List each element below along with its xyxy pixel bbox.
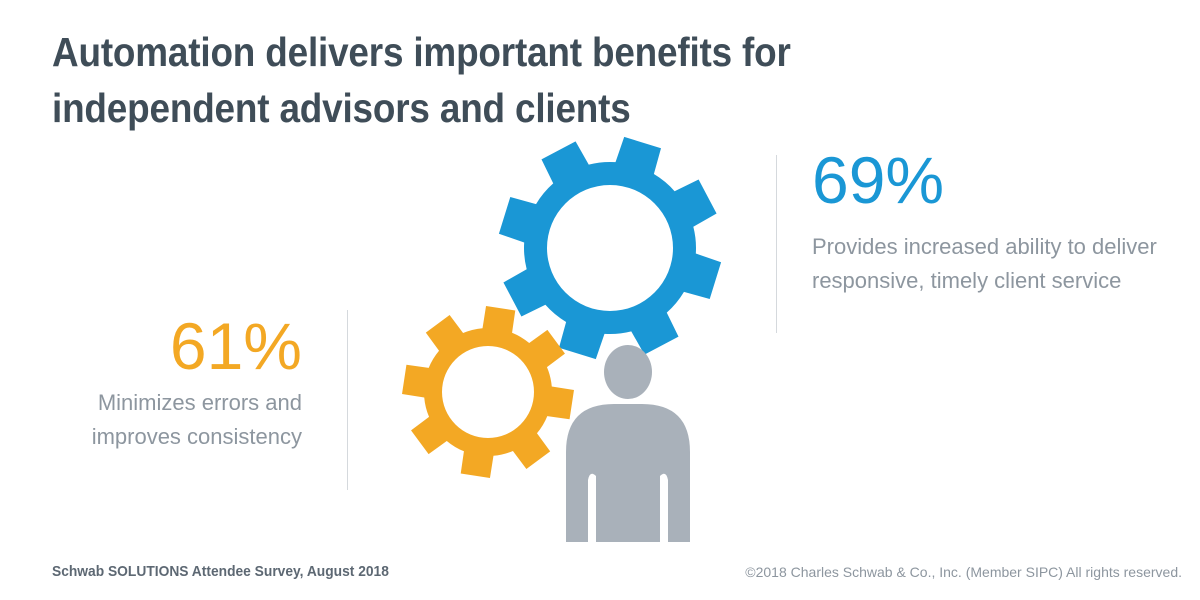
stat-61-description: Minimizes errors and improves consistenc…: [91, 390, 302, 449]
copyright-note: ©2018 Charles Schwab & Co., Inc. (Member…: [745, 564, 1182, 580]
page-title: Automation delivers important benefits f…: [52, 29, 791, 131]
stat-69-percent: 69%: [812, 143, 945, 217]
stat-69: 69% Provides increased ability to delive…: [812, 142, 1192, 298]
stat-61: 61% Minimizes errors and improves consis…: [60, 308, 302, 454]
person-icon: [566, 345, 690, 542]
large-blue-gear-icon: [498, 136, 722, 360]
divider-right: [776, 155, 777, 333]
stat-69-description: Provides increased ability to deliver re…: [812, 234, 1157, 293]
divider-left: [347, 310, 348, 490]
stat-61-percent: 61%: [169, 309, 302, 383]
small-orange-gear-icon: [402, 306, 574, 478]
source-note: Schwab SOLUTIONS Attendee Survey, August…: [52, 563, 389, 580]
